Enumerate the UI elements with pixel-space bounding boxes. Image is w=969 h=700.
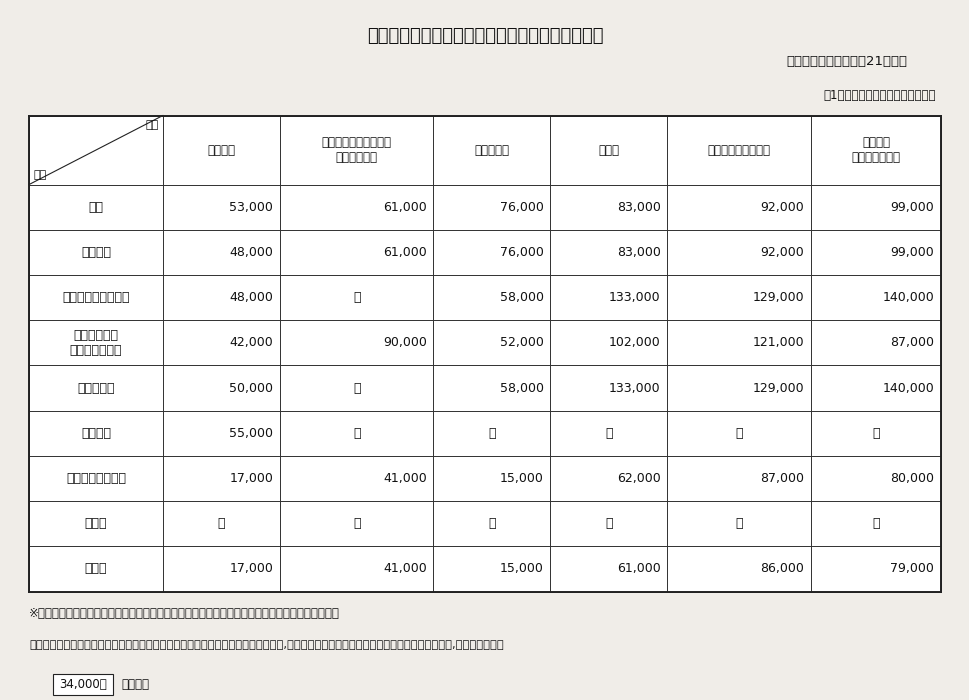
Text: 121,000: 121,000 bbox=[752, 336, 803, 349]
Text: 79,000: 79,000 bbox=[890, 562, 933, 575]
Text: 居宅: 居宅 bbox=[88, 201, 104, 214]
Text: （注）木造・居宅（共同住宅を含む）の最低階が鉄筋コンクリート造又は鉄骨造で,当該部分が物置又は車庫となっている場合のｍ単価は,当該部分につき: （注）木造・居宅（共同住宅を含む）の最低階が鉄筋コンクリート造又は鉄骨造で,当該… bbox=[29, 640, 503, 650]
Text: 附属家: 附属家 bbox=[84, 562, 108, 575]
Text: 店舗・事務所
・百貨店・銀行: 店舗・事務所 ・百貨店・銀行 bbox=[70, 329, 122, 357]
Text: －: － bbox=[605, 517, 612, 530]
Text: －: － bbox=[871, 427, 879, 440]
Text: －: － bbox=[353, 427, 360, 440]
Text: －: － bbox=[353, 291, 360, 304]
Text: 15,000: 15,000 bbox=[499, 562, 543, 575]
Text: 133,000: 133,000 bbox=[609, 291, 660, 304]
Text: 鉄骨鉄筋
コンクリート造: 鉄骨鉄筋 コンクリート造 bbox=[851, 136, 899, 164]
Text: －: － bbox=[217, 517, 225, 530]
Text: －: － bbox=[487, 517, 495, 530]
Text: 軽量鉄骨造: 軽量鉄骨造 bbox=[474, 144, 509, 157]
Text: 58,000: 58,000 bbox=[499, 291, 543, 304]
Text: 種類: 種類 bbox=[34, 170, 47, 181]
Text: 17,000: 17,000 bbox=[229, 472, 273, 485]
Text: 34,000円: 34,000円 bbox=[59, 678, 108, 691]
Text: 86,000: 86,000 bbox=[760, 562, 803, 575]
Text: 133,000: 133,000 bbox=[609, 382, 660, 395]
Text: 129,000: 129,000 bbox=[752, 382, 803, 395]
Text: ※　本基準により難い場合は，類似する建物との均衡を考慮し個別具体的に認定することとする。: ※ 本基準により難い場合は，類似する建物との均衡を考慮し個別具体的に認定すること… bbox=[29, 607, 339, 620]
Text: 構造: 構造 bbox=[145, 120, 159, 130]
Text: 87,000: 87,000 bbox=[890, 336, 933, 349]
Text: －: － bbox=[871, 517, 879, 530]
Text: －: － bbox=[353, 382, 360, 395]
Text: 99,000: 99,000 bbox=[890, 246, 933, 259]
Text: 札幌法務局管内新築建物課税標準価格認定基準表: 札幌法務局管内新築建物課税標準価格認定基準表 bbox=[366, 27, 603, 45]
Text: 87,000: 87,000 bbox=[760, 472, 803, 485]
Text: 55,000: 55,000 bbox=[229, 427, 273, 440]
Text: 62,000: 62,000 bbox=[616, 472, 660, 485]
Text: 83,000: 83,000 bbox=[616, 201, 660, 214]
Text: 旅館・料亭・ホテル: 旅館・料亭・ホテル bbox=[62, 291, 130, 304]
Text: 15,000: 15,000 bbox=[499, 472, 543, 485]
Text: －: － bbox=[605, 427, 612, 440]
Text: 61,000: 61,000 bbox=[383, 201, 426, 214]
Text: 41,000: 41,000 bbox=[383, 472, 426, 485]
Text: 42,000: 42,000 bbox=[229, 336, 273, 349]
Text: 61,000: 61,000 bbox=[616, 562, 660, 575]
Text: 90,000: 90,000 bbox=[383, 336, 426, 349]
Text: 48,000: 48,000 bbox=[229, 246, 273, 259]
Text: 50,000: 50,000 bbox=[229, 382, 273, 395]
Text: 83,000: 83,000 bbox=[616, 246, 660, 259]
Text: 公衆浴場: 公衆浴場 bbox=[81, 427, 110, 440]
Text: －: － bbox=[735, 517, 742, 530]
Text: とする。: とする。 bbox=[121, 678, 149, 691]
Text: 41,000: 41,000 bbox=[383, 562, 426, 575]
Text: 53,000: 53,000 bbox=[229, 201, 273, 214]
Text: 52,000: 52,000 bbox=[499, 336, 543, 349]
Text: 48,000: 48,000 bbox=[229, 291, 273, 304]
Text: 92,000: 92,000 bbox=[760, 201, 803, 214]
Text: 76,000: 76,000 bbox=[499, 201, 543, 214]
Text: 木　　造: 木 造 bbox=[207, 144, 235, 157]
Text: 140,000: 140,000 bbox=[882, 382, 933, 395]
Text: （1平方メートル単価・単位：円）: （1平方メートル単価・単位：円） bbox=[823, 89, 935, 102]
Text: 80,000: 80,000 bbox=[890, 472, 933, 485]
Text: 102,000: 102,000 bbox=[609, 336, 660, 349]
Text: （基準年度　：　平成21年度）: （基準年度 ： 平成21年度） bbox=[785, 55, 906, 68]
Text: 17,000: 17,000 bbox=[229, 562, 273, 575]
Text: －: － bbox=[735, 427, 742, 440]
Text: 99,000: 99,000 bbox=[890, 201, 933, 214]
Text: れんが造・コンクリー
トブロック造: れんが造・コンクリー トブロック造 bbox=[322, 136, 391, 164]
Text: －: － bbox=[487, 427, 495, 440]
Text: 61,000: 61,000 bbox=[383, 246, 426, 259]
Text: 劇場・病院: 劇場・病院 bbox=[78, 382, 114, 395]
Text: 129,000: 129,000 bbox=[752, 291, 803, 304]
Text: 共同住宅: 共同住宅 bbox=[81, 246, 110, 259]
Text: 鉄筋コンクリート造: 鉄筋コンクリート造 bbox=[707, 144, 770, 157]
Text: 76,000: 76,000 bbox=[499, 246, 543, 259]
Text: 鉄骨造: 鉄骨造 bbox=[598, 144, 619, 157]
Text: 92,000: 92,000 bbox=[760, 246, 803, 259]
Text: 工場・倉庫・市場: 工場・倉庫・市場 bbox=[66, 472, 126, 485]
Text: 140,000: 140,000 bbox=[882, 291, 933, 304]
Text: 土　蔵: 土 蔵 bbox=[84, 517, 108, 530]
Text: 58,000: 58,000 bbox=[499, 382, 543, 395]
Text: －: － bbox=[353, 517, 360, 530]
